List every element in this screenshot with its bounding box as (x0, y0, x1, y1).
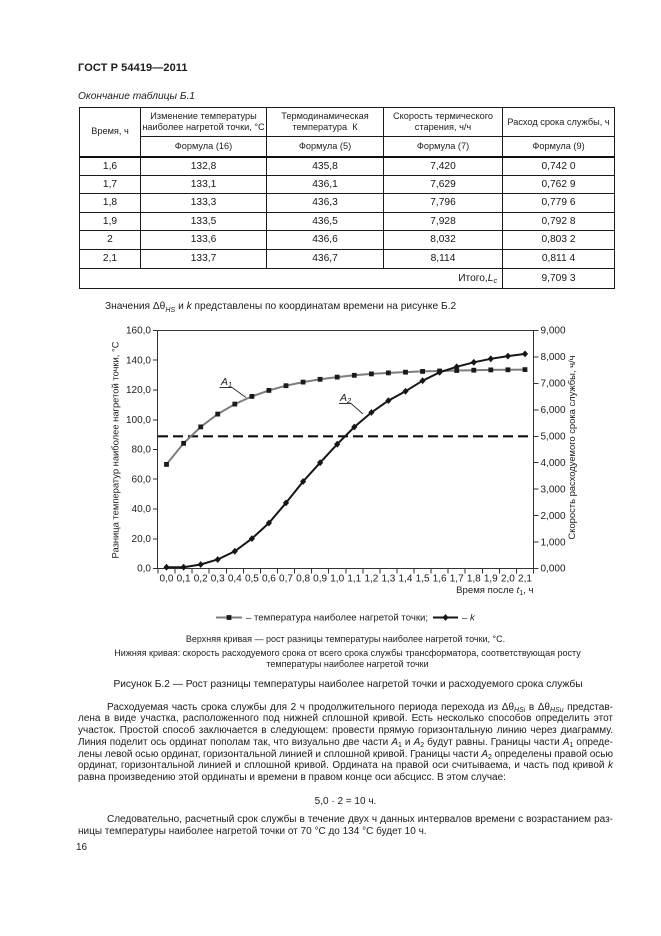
svg-text:160,0: 160,0 (126, 326, 151, 337)
svg-text:0,3: 0,3 (211, 574, 225, 585)
svg-text:1,6: 1,6 (433, 574, 447, 585)
svg-text:100,0: 100,0 (126, 415, 151, 426)
svg-text:20,0: 20,0 (132, 534, 152, 545)
svg-text:1,2: 1,2 (364, 574, 378, 585)
svg-text:8,000: 8,000 (541, 352, 566, 363)
svg-text:40,0: 40,0 (132, 504, 152, 515)
svg-text:1,9: 1,9 (484, 574, 498, 585)
svg-text:120,0: 120,0 (126, 385, 151, 396)
svg-text:4,000: 4,000 (541, 458, 566, 469)
svg-text:Скорость расходуемого срока сл: Скорость расходуемого срока службы, ч/ч (566, 355, 577, 539)
svg-text:0,5: 0,5 (245, 574, 259, 585)
svg-text:0,000: 0,000 (541, 564, 566, 575)
svg-text:Время после t1, ч: Время после t1, ч (456, 585, 533, 597)
svg-text:1,000: 1,000 (541, 537, 566, 548)
svg-text:1,4: 1,4 (399, 574, 413, 585)
svg-text:0,2: 0,2 (194, 574, 208, 585)
svg-text:6,000: 6,000 (541, 405, 566, 416)
svg-text:2,1: 2,1 (518, 574, 532, 585)
svg-text:A2: A2 (339, 392, 352, 405)
svg-text:0,8: 0,8 (296, 574, 310, 585)
svg-text:1,0: 1,0 (330, 574, 344, 585)
svg-text:1,7: 1,7 (450, 574, 464, 585)
svg-text:5,000: 5,000 (541, 432, 566, 443)
svg-text:0,1: 0,1 (177, 574, 191, 585)
svg-text:1,5: 1,5 (416, 574, 430, 585)
svg-text:9,000: 9,000 (541, 326, 566, 337)
svg-text:A1: A1 (220, 376, 232, 389)
svg-text:0,6: 0,6 (262, 574, 276, 585)
svg-text:3,000: 3,000 (541, 484, 566, 495)
svg-text:80,0: 80,0 (132, 445, 152, 456)
svg-text:1,8: 1,8 (467, 574, 481, 585)
svg-text:0,7: 0,7 (279, 574, 293, 585)
svg-text:2,0: 2,0 (501, 574, 515, 585)
svg-text:– температура наиболее нагрето: – температура наиболее нагретой точки; (246, 613, 428, 624)
svg-text:0,0: 0,0 (137, 564, 151, 575)
svg-text:7,000: 7,000 (541, 379, 566, 390)
svg-text:2,000: 2,000 (541, 511, 566, 522)
svg-text:60,0: 60,0 (132, 474, 152, 485)
svg-text:Разница температур наиболее на: Разница температур наиболее нагретой точ… (110, 341, 121, 558)
svg-text:140,0: 140,0 (126, 355, 151, 366)
svg-text:0,9: 0,9 (313, 574, 327, 585)
svg-text:1,1: 1,1 (347, 574, 361, 585)
svg-text:0,0: 0,0 (160, 574, 174, 585)
svg-text:– k: – k (462, 613, 476, 624)
svg-text:1,3: 1,3 (381, 574, 395, 585)
svg-text:0,4: 0,4 (228, 574, 242, 585)
